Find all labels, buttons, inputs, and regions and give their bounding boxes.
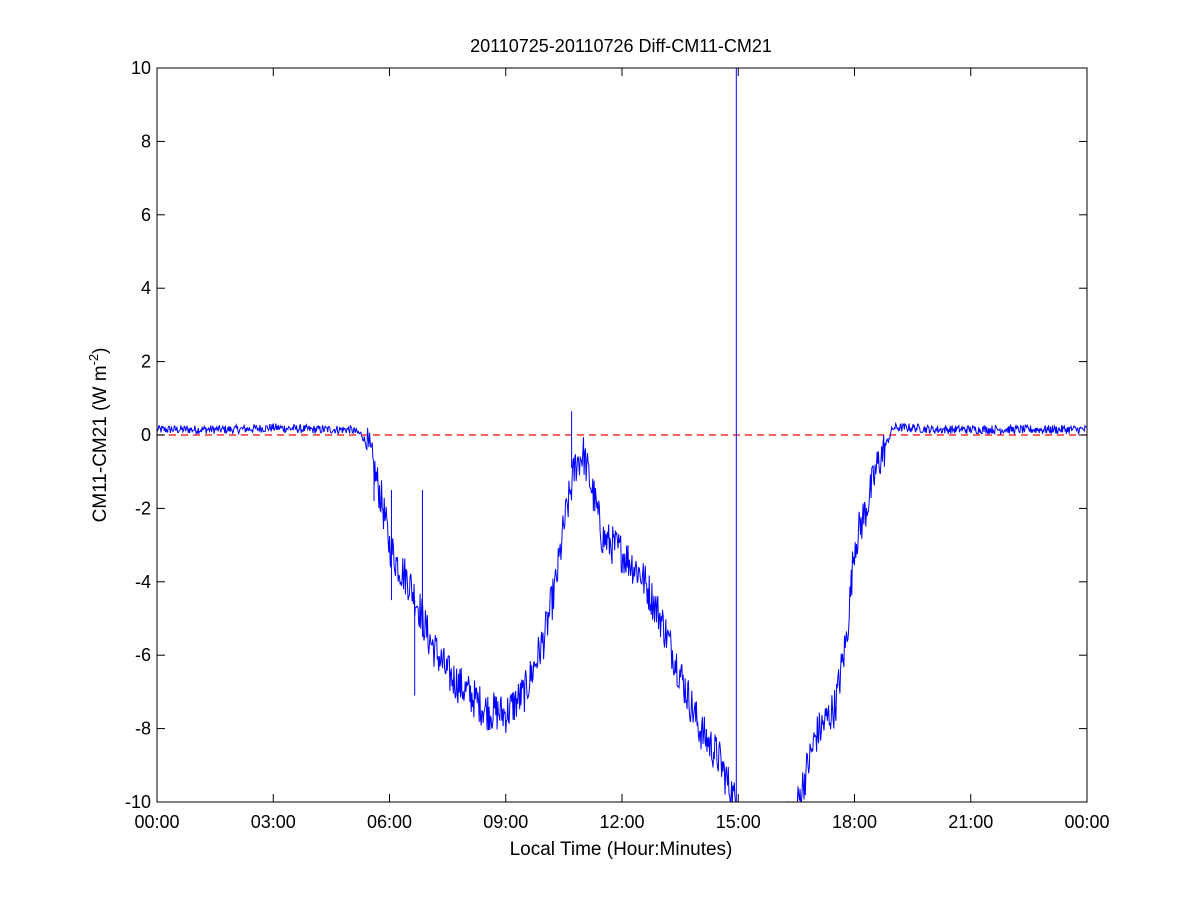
y-tick-label: -2: [135, 498, 151, 518]
y-tick-label: 2: [141, 352, 151, 372]
y-axis-label-main: CM11-CM21 (W m: [90, 365, 111, 522]
chart-title: 20110725-20110726 Diff-CM11-CM21: [470, 36, 772, 56]
x-tick-label: 00:00: [134, 812, 179, 832]
x-tick-label: 06:00: [367, 812, 412, 832]
x-tick-label: 09:00: [483, 812, 528, 832]
y-axis-label-close: ): [90, 348, 111, 354]
y-tick-label: -4: [135, 572, 151, 592]
series-line: [157, 421, 1087, 802]
x-tick-label: 15:00: [716, 812, 761, 832]
x-tick-label: 00:00: [1064, 812, 1109, 832]
x-tick-group: 00:00 03:00 06:00 09:00 12:00 15:00 18:00 21:00…: [134, 68, 1110, 832]
y-tick-label: -8: [135, 719, 151, 739]
y-tick-label: 10: [131, 58, 151, 78]
plot-area: [157, 68, 1087, 802]
x-tick-label: 03:00: [251, 812, 296, 832]
y-tick-group: -10 -8 -6 -4 -2 0 2 4 6 8 10: [125, 58, 1087, 812]
y-tick-label: 8: [141, 131, 151, 151]
y-tick-label: 0: [141, 425, 151, 445]
y-tick-label: -10: [125, 792, 151, 812]
y-tick-label: 6: [141, 205, 151, 225]
y-axis-label-superscript: -2: [86, 354, 101, 366]
y-tick-label: -6: [135, 645, 151, 665]
y-axis-label: CM11-CM21 (W m-2): [86, 348, 111, 523]
x-tick-label: 18:00: [832, 812, 877, 832]
y-tick-label: 4: [141, 278, 151, 298]
x-tick-label: 21:00: [948, 812, 993, 832]
x-axis-label: Local Time (Hour:Minutes): [510, 839, 733, 860]
data-series-group: [157, 68, 1087, 802]
plot-background: [157, 68, 1087, 802]
svg-text:CM11-CM21 (W m-2): CM11-CM21 (W m-2): [86, 348, 111, 523]
x-tick-label: 12:00: [599, 812, 644, 832]
